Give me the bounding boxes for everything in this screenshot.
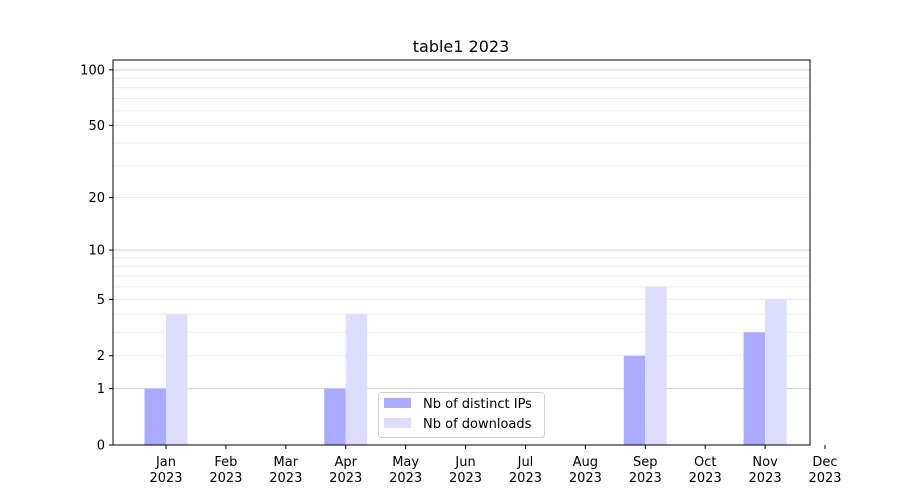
y-tick-label: 50 <box>88 119 105 134</box>
x-tick-label: Dec <box>812 455 837 470</box>
bar-nb-of-downloads <box>765 299 787 445</box>
x-tick-label: Nov <box>752 455 778 470</box>
legend-swatch <box>384 398 411 408</box>
x-tick-label: Mar <box>274 455 299 470</box>
x-tick-label: Apr <box>334 455 357 470</box>
y-tick-label: 5 <box>97 293 105 308</box>
x-tick-label: Jul <box>517 455 534 470</box>
x-tick-label: Feb <box>214 455 237 470</box>
x-tick-label: 2023 <box>269 471 302 486</box>
x-tick-label: Sep <box>633 455 658 470</box>
y-tick-label: 20 <box>88 191 105 206</box>
x-tick-label: 2023 <box>629 471 662 486</box>
x-tick-label: 2023 <box>329 471 362 486</box>
y-tick-label: 1 <box>97 382 105 397</box>
x-tick-label: Aug <box>573 455 598 470</box>
x-tick-label: 2023 <box>689 471 722 486</box>
bar-nb-of-distinct-ips <box>144 388 166 445</box>
x-tick-label: Jan <box>155 455 176 470</box>
x-tick-label: 2023 <box>808 471 841 486</box>
x-tick-label: Jun <box>454 455 475 470</box>
legend-box <box>378 392 545 438</box>
x-tick-label: May <box>392 455 419 470</box>
x-tick-label: 2023 <box>449 471 482 486</box>
bar-nb-of-distinct-ips <box>324 388 346 445</box>
legend-label: Nb of downloads <box>423 417 532 432</box>
bar-nb-of-downloads <box>166 314 188 445</box>
x-tick-label: Oct <box>694 455 716 470</box>
bar-nb-of-downloads <box>645 286 667 445</box>
legend-swatch <box>384 418 411 428</box>
x-tick-label: 2023 <box>389 471 422 486</box>
y-tick-label: 100 <box>80 63 105 78</box>
x-tick-label: 2023 <box>749 471 782 486</box>
x-tick-label: 2023 <box>149 471 182 486</box>
chart-title: table1 2023 <box>413 37 510 56</box>
x-tick-label: 2023 <box>509 471 542 486</box>
plot-frame <box>112 59 811 446</box>
y-tick-label: 2 <box>97 349 105 364</box>
x-tick-label: 2023 <box>209 471 242 486</box>
bar-nb-of-distinct-ips <box>743 332 766 445</box>
y-tick-label: 10 <box>88 244 105 259</box>
y-tick-label: 0 <box>97 439 105 454</box>
bar-nb-of-downloads <box>345 314 368 445</box>
bar-nb-of-distinct-ips <box>623 355 646 445</box>
x-tick-label: 2023 <box>569 471 602 486</box>
legend-label: Nb of distinct IPs <box>423 397 532 412</box>
